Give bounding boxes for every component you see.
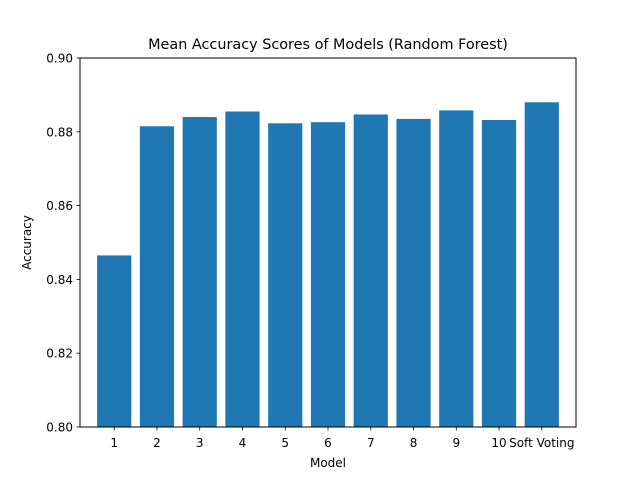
y-axis-label: Accuracy (20, 215, 34, 270)
bar-5 (268, 123, 303, 428)
y-tick-label: 0.90 (46, 52, 73, 66)
bar-10 (481, 119, 517, 427)
x-tick-label: 4 (239, 436, 247, 450)
bar-9 (439, 110, 474, 427)
x-tick-label: 8 (410, 436, 418, 450)
chart-title: Mean Accuracy Scores of Models (Random F… (148, 37, 508, 53)
bar-6 (310, 122, 346, 428)
y-tick-label: 0.80 (46, 421, 73, 435)
bar-8 (396, 118, 431, 427)
x-tick-label: 10 (491, 436, 506, 450)
x-axis: 1 2 3 4 5 6 7 8 9 10 Soft Voting (110, 427, 574, 450)
bar-7 (353, 114, 388, 427)
x-tick-label: 9 (452, 436, 460, 450)
x-tick-label: 1 (110, 436, 118, 450)
x-tick-label: 6 (324, 436, 332, 450)
x-tick-label: 3 (196, 436, 204, 450)
y-tick-label: 0.82 (46, 347, 73, 361)
bar-2 (139, 126, 175, 427)
y-tick-label: 0.86 (46, 199, 73, 213)
x-tick-label: 7 (367, 436, 375, 450)
bars-group (97, 102, 559, 428)
y-tick-label: 0.88 (46, 125, 73, 139)
bar-4 (225, 111, 260, 427)
bar-soft-voting (524, 102, 559, 427)
x-axis-label: Model (310, 456, 346, 470)
x-tick-label: Soft Voting (509, 436, 574, 450)
bar-3 (182, 117, 217, 427)
y-axis: 0.80 0.82 0.84 0.86 0.88 0.90 (46, 52, 80, 435)
y-tick-label: 0.84 (46, 273, 73, 287)
x-tick-label: 2 (153, 436, 161, 450)
x-tick-label: 5 (281, 436, 289, 450)
bar-1 (97, 255, 132, 427)
